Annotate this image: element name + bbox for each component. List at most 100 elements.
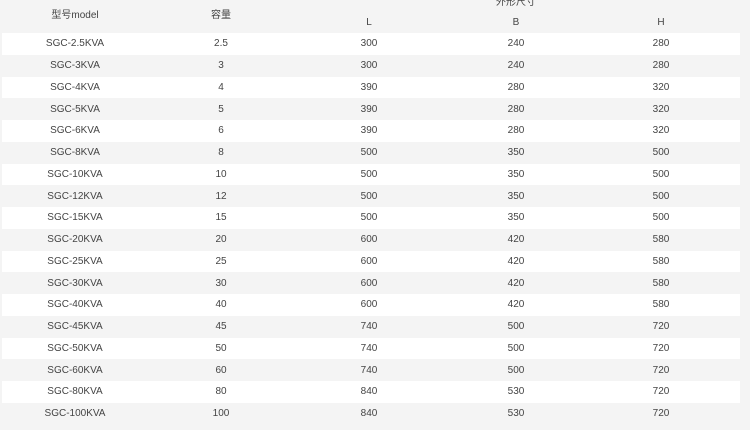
table-cell: 100 [212, 408, 230, 420]
table-row: SGC-2.5KVA 2.5 300 240 280 [2, 33, 740, 55]
table-cell: 420 [507, 255, 525, 267]
table-cell: SGC-30KVA [47, 277, 103, 289]
table-cell: 500 [652, 147, 670, 159]
table-cell: SGC-45KVA [47, 321, 103, 333]
table-cell: 720 [652, 321, 670, 333]
table-cell: 280 [507, 81, 525, 93]
table-cell: 5 [218, 103, 224, 115]
table-cell: 3 [218, 60, 224, 72]
table-cell: 390 [360, 81, 378, 93]
table-row: SGC-40KVA 40 600 420 580 [2, 294, 740, 316]
table-cell: 720 [652, 342, 670, 354]
table-cell: 500 [360, 168, 378, 180]
table-cell: SGC-10KVA [47, 168, 103, 180]
table-cell: 10 [215, 168, 227, 180]
header-b: B [512, 17, 520, 28]
table-cell: 580 [652, 277, 670, 289]
table-row: SGC-80KVA 80 840 530 720 [2, 381, 740, 403]
header-capacity: 容量 [211, 10, 231, 21]
table-cell: 8 [218, 147, 224, 159]
table-cell: 320 [652, 125, 670, 137]
table-cell: 25 [215, 255, 227, 267]
table-cell: SGC-60KVA [47, 364, 103, 376]
table-row: SGC-12KVA 12 500 350 500 [2, 185, 740, 207]
table-row: SGC-4KVA 4 390 280 320 [2, 76, 740, 99]
table-row: SGC-45KVA 45 740 500 720 [2, 316, 740, 338]
table-cell: 600 [360, 255, 378, 267]
table-cell: 740 [360, 342, 378, 354]
table-cell: 320 [652, 103, 670, 115]
table-cell: 60 [215, 364, 227, 376]
table-cell: 580 [652, 299, 670, 311]
table-row: SGC-5KVA 5 390 280 320 [2, 98, 740, 120]
table-row: SGC-30KVA 30 600 420 580 [2, 272, 740, 294]
table-cell: 350 [507, 190, 525, 202]
table-cell: 350 [507, 147, 525, 159]
table-cell: 600 [360, 277, 378, 289]
table-cell: 20 [215, 234, 227, 246]
table-cell: 720 [652, 386, 670, 398]
table-cell: 6 [218, 125, 224, 137]
table-cell: SGC-50KVA [47, 342, 103, 354]
table-cell: 15 [215, 212, 227, 224]
table-cell: 280 [652, 60, 670, 72]
table-cell: 420 [507, 299, 525, 311]
table-cell: 500 [360, 147, 378, 159]
table-cell: 50 [215, 342, 227, 354]
table-row: SGC-50KVA 50 740 500 720 [2, 337, 740, 360]
table-cell: 45 [215, 321, 227, 333]
table-cell: SGC-40KVA [47, 299, 103, 311]
table-row: SGC-8KVA 8 500 350 500 [2, 142, 740, 164]
table-cell: 530 [507, 408, 525, 420]
table-cell: SGC-5KVA [50, 103, 100, 115]
table-row: SGC-20KVA 20 600 420 580 [2, 229, 740, 251]
table-cell: 300 [360, 60, 378, 72]
table-row: SGC-10KVA 10 500 350 500 [2, 163, 740, 186]
table-cell: 740 [360, 364, 378, 376]
table-cell: 2.5 [214, 38, 228, 50]
table-cell: 350 [507, 212, 525, 224]
table-cell: 600 [360, 299, 378, 311]
table-row: SGC-25KVA 25 600 420 580 [2, 250, 740, 273]
table-cell: 840 [360, 408, 378, 420]
table-cell: 740 [360, 321, 378, 333]
header-model: 型号model [51, 10, 99, 21]
header-l: L [366, 17, 372, 28]
table-cell: 320 [652, 81, 670, 93]
table-cell: 840 [360, 386, 378, 398]
table-cell: 300 [360, 38, 378, 50]
table-cell: 580 [652, 255, 670, 267]
table-cell: 80 [215, 386, 227, 398]
table-cell: 500 [652, 212, 670, 224]
table-cell: SGC-12KVA [47, 190, 103, 202]
table-cell: SGC-4KVA [50, 81, 100, 93]
table-cell: SGC-100KVA [44, 408, 106, 420]
header-h: H [657, 17, 665, 28]
table-cell: 4 [218, 81, 224, 93]
table-cell: 420 [507, 277, 525, 289]
table-cell: 720 [652, 364, 670, 376]
table-cell: 530 [507, 386, 525, 398]
table-cell: 500 [507, 364, 525, 376]
table-cell: 420 [507, 234, 525, 246]
table-cell: 500 [507, 321, 525, 333]
table-cell: 280 [507, 125, 525, 137]
table-cell: SGC-15KVA [47, 212, 103, 224]
table-cell: SGC-25KVA [47, 255, 103, 267]
table-cell: 40 [215, 299, 227, 311]
table-cell: 280 [652, 38, 670, 50]
table-cell: 390 [360, 125, 378, 137]
table-cell: 580 [652, 234, 670, 246]
table-cell: 30 [215, 277, 227, 289]
table-cell: 390 [360, 103, 378, 115]
table-cell: 720 [652, 408, 670, 420]
table-cell: 350 [507, 168, 525, 180]
spec-table: SGC-2.5KVA 2.5 300 240 280 SGC-3KVA 3 300 240 280… [2, 33, 740, 425]
table-cell: 500 [652, 168, 670, 180]
table-cell: SGC-2.5KVA [45, 38, 105, 50]
table-cell: 600 [360, 234, 378, 246]
table-cell: 280 [507, 103, 525, 115]
table-cell: 12 [215, 190, 227, 202]
table-cell: SGC-3KVA [50, 60, 100, 72]
table-row: SGC-15KVA 15 500 350 500 [2, 207, 740, 229]
